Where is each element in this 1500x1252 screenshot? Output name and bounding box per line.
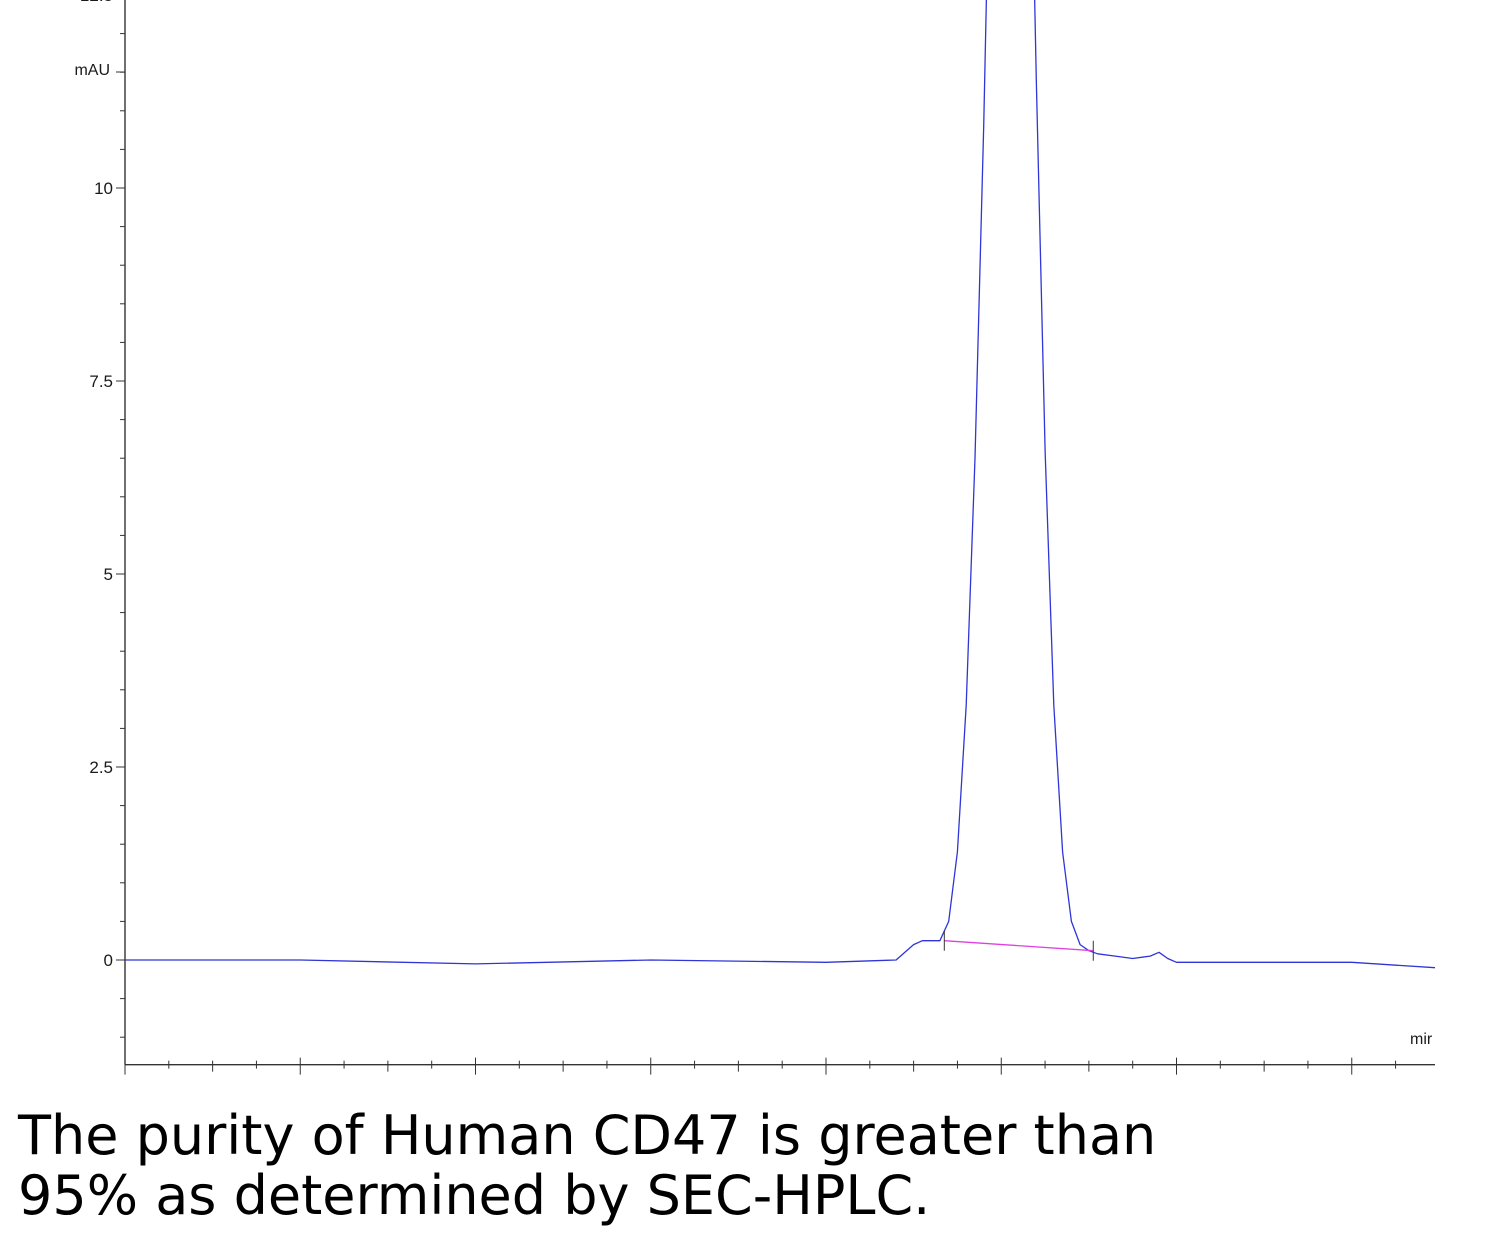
x-tick-label: 12 xyxy=(1167,1088,1186,1090)
y-tick-label: 7.5 xyxy=(89,372,113,391)
x-tick-label: 14 xyxy=(1342,1088,1361,1090)
axes-layer: 02.557.51012.51517.52002468101214 xyxy=(80,0,1435,1090)
caption-line-1: The purity of Human CD47 is greater than xyxy=(18,1104,1157,1167)
x-tick-label: 8 xyxy=(821,1088,830,1090)
x-tick-label: 4 xyxy=(471,1088,480,1090)
integration-baseline xyxy=(944,940,1094,952)
x-tick-label: 0 xyxy=(120,1088,129,1090)
y-tick-label: 2.5 xyxy=(89,758,113,777)
series-layer xyxy=(125,0,1436,969)
chromatogram-trace xyxy=(125,0,1436,969)
caption-line-2: 95% as determined by SEC-HPLC. xyxy=(18,1164,931,1227)
y-tick-label: 10 xyxy=(94,179,113,198)
x-tick-label: 10 xyxy=(992,1088,1011,1090)
x-tick-label: 6 xyxy=(646,1088,655,1090)
y-tick-label: 12.5 xyxy=(80,0,113,5)
y-tick-label: 0 xyxy=(104,951,113,970)
x-axis-unit-label: mir xyxy=(1410,1031,1433,1048)
y-tick-label: 5 xyxy=(104,565,113,584)
y-axis-unit-label: mAU xyxy=(74,62,110,79)
label-layer: mAU mir 10.106 xyxy=(74,62,1433,1048)
x-tick-label: 2 xyxy=(296,1088,305,1090)
chromatogram-chart: 02.557.51012.51517.52002468101214 mAU mi… xyxy=(74,0,1436,1090)
purity-caption: The purity of Human CD47 is greater than… xyxy=(18,1106,1478,1226)
